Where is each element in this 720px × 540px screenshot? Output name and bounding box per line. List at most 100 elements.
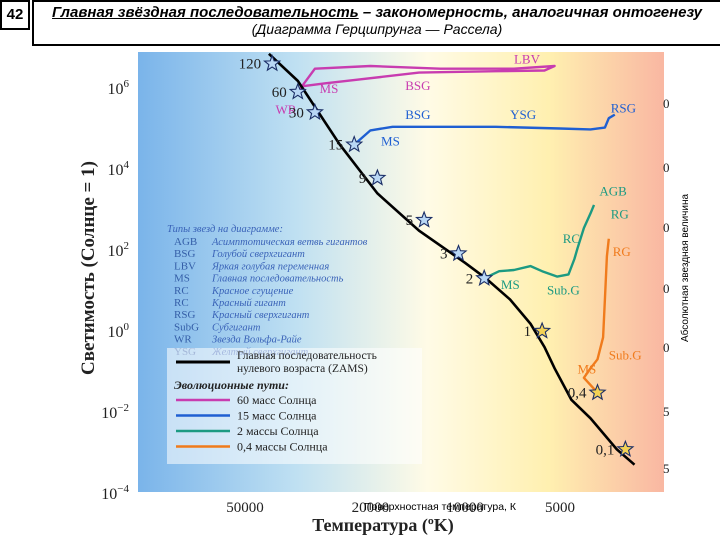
legend-type-abbr: RC xyxy=(174,297,189,309)
legend-type-desc: Красное сгущение xyxy=(211,286,294,297)
legend-type-abbr: WR xyxy=(174,334,192,346)
legend-track-label: 60 масс Солнца xyxy=(237,393,317,407)
legend-type-desc: Главная последовательность xyxy=(211,274,344,285)
x-tick-label: 5000 xyxy=(545,500,575,516)
region-label: AGB xyxy=(599,184,627,199)
y-axis-title: Светимость (Солнце = 1) xyxy=(78,161,99,375)
legend-track-label: 15 масс Солнца xyxy=(237,409,317,423)
star-marker xyxy=(263,54,282,72)
legend-type-desc: Голубой сверхгигант xyxy=(211,249,305,260)
x-axis-secondary-label: Поверхностная температура, К xyxy=(364,501,517,513)
legend-zams-text-1: Главная последовательность xyxy=(237,350,377,362)
star-marker xyxy=(475,268,494,287)
right-tick-label: 5 xyxy=(663,404,670,419)
star-mass-label: 2 xyxy=(466,271,474,287)
star-mass-label: 120 xyxy=(239,57,262,73)
zams-line xyxy=(268,52,636,466)
region-labels: LBV MS BSG WR BSG YSG RSG MS AGB RG RC MS Sub.G RG Sub… xyxy=(276,52,642,377)
right-tick-label: 0 xyxy=(663,220,670,235)
star-mass-label: 0,1 xyxy=(596,442,615,458)
y-tick-label: 106 xyxy=(108,78,130,98)
y-tick-label: 102 xyxy=(108,240,130,260)
legend-type-abbr: MS xyxy=(174,273,190,285)
legend-box: Типы звезд на диаграмме:AGB Асимптотическ… xyxy=(167,224,422,464)
region-label: BSG xyxy=(405,78,430,93)
x-axis-ticks: 50000 20000 10000 5000 xyxy=(226,500,575,516)
legend-types-title: Типы звезд на диаграмме: xyxy=(167,224,283,235)
legend-type-desc: Звезда Вольфа-Райе xyxy=(212,335,302,346)
track-line xyxy=(582,238,610,394)
x-axis-titles: Поверхностная температура, К Температура … xyxy=(312,501,517,536)
y-axis-ticks: 106 104 102 100 10−2 10−4 xyxy=(101,78,129,503)
star-marker xyxy=(588,383,607,401)
right-tick-label: 0 xyxy=(663,160,670,175)
star-mass-label: 5 xyxy=(406,213,414,229)
star-marker xyxy=(449,243,468,262)
x-axis-label: Температура (ºK) xyxy=(312,515,454,536)
region-label: LBV xyxy=(514,52,541,67)
legend-paths-panel xyxy=(167,348,422,464)
title-line-2: (Диаграмма Герцшпрунга — Рассела) xyxy=(251,21,503,37)
legend-zams-text-2: нулевого возраста (ZAMS) xyxy=(237,363,368,375)
y-tick-label: 104 xyxy=(108,159,130,179)
evolution-tracks xyxy=(296,64,616,394)
x-tick-label: 20000 xyxy=(352,500,390,516)
slide-title: Главная звёздная последовательность – за… xyxy=(32,0,720,46)
title-rest-part: – закономерность, аналогичная онтогенезу xyxy=(358,4,702,21)
region-label: RC xyxy=(563,231,580,246)
right-tick-label: 0 xyxy=(663,96,670,111)
star-mass-label: 9 xyxy=(359,171,367,187)
region-label: MS xyxy=(577,361,596,376)
region-label: MS xyxy=(381,134,400,149)
region-label: RG xyxy=(613,244,631,259)
legend-type-desc: Красный гигант xyxy=(211,298,286,309)
star-marker xyxy=(533,321,552,339)
region-label: Sub.G xyxy=(609,347,642,362)
legend-type-desc: Яркая голубая переменная xyxy=(211,261,329,272)
track-line xyxy=(353,113,616,146)
zams-layer xyxy=(268,52,636,466)
star-mass-label: 15 xyxy=(328,138,343,154)
right-tick-label: 0 xyxy=(663,340,670,355)
legend-type-abbr: RSG xyxy=(174,309,195,321)
region-label: RSG xyxy=(611,100,636,115)
y-tick-label: 100 xyxy=(108,321,130,341)
region-label: Sub.G xyxy=(547,282,580,297)
legend-type-desc: Субгигант xyxy=(212,322,261,333)
star-marker xyxy=(288,82,307,100)
legend-type-abbr: SubG xyxy=(174,321,199,333)
star-mass-label: 60 xyxy=(272,85,287,101)
region-label: WR xyxy=(276,102,297,117)
legend-type-desc: Асимптотическая ветвь гигантов xyxy=(211,237,368,248)
legend-track-label: 0,4 массы Солнца xyxy=(237,440,328,454)
legend-type-abbr: LBV xyxy=(174,260,196,272)
region-label: YSG xyxy=(510,107,536,122)
track-line xyxy=(296,64,556,93)
legend-type-abbr: RC xyxy=(174,285,189,297)
y-axis-label: Светимость (Солнце = 1) xyxy=(78,161,99,375)
title-line-1: Главная звёздная последовательность – за… xyxy=(34,4,720,21)
legend-type-abbr: BSG xyxy=(174,248,195,260)
right-tick-label: 0 xyxy=(663,281,670,296)
legend-type-desc: Красный сверхгигант xyxy=(211,310,310,321)
region-label: MS xyxy=(320,81,339,96)
legend-type-abbr: AGB xyxy=(174,236,197,248)
y-tick-label: 10−2 xyxy=(101,402,129,422)
star-marker xyxy=(368,168,387,186)
star-marker xyxy=(345,135,364,153)
y-tick-label: 10−4 xyxy=(101,483,129,503)
title-underlined-part: Главная звёздная последовательность xyxy=(52,4,359,21)
slide-number: 42 xyxy=(0,0,30,30)
star-marker xyxy=(616,439,635,458)
star-marker xyxy=(305,102,324,121)
right-axis-label: Абсолютная звездная величина xyxy=(679,194,691,342)
right-tick-label: 5 xyxy=(663,461,670,476)
star-mass-label: 3 xyxy=(440,246,448,262)
region-label: MS xyxy=(501,277,520,292)
region-label: BSG xyxy=(405,107,430,122)
region-label: RG xyxy=(611,206,629,221)
track-line xyxy=(483,204,596,280)
star-mass-label: 30 xyxy=(289,105,304,121)
